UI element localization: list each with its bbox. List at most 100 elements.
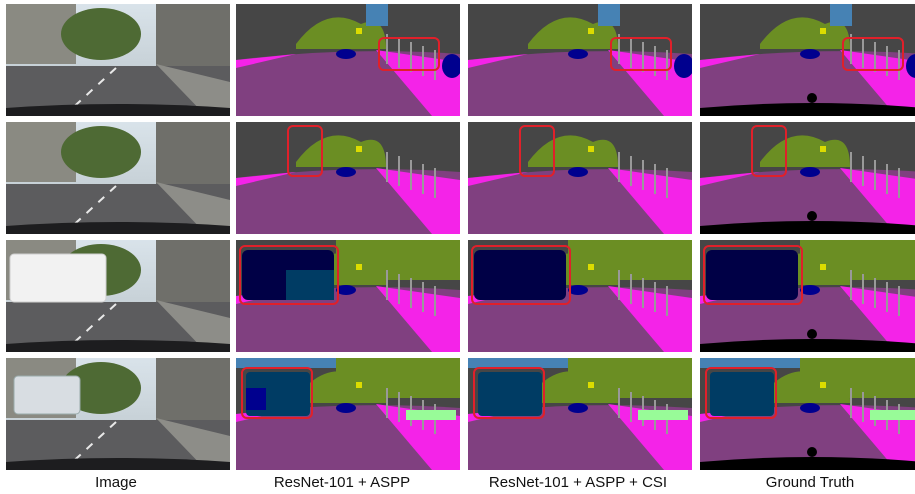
seg-sidewalk bbox=[376, 168, 460, 234]
seg-car bbox=[568, 167, 588, 177]
seg-pole bbox=[398, 38, 400, 68]
column-label-image: Image bbox=[95, 474, 137, 491]
photo-building-right bbox=[156, 358, 230, 420]
seg-vegetation-right bbox=[568, 358, 692, 398]
seg-void-emblem bbox=[807, 329, 817, 339]
seg-car bbox=[800, 49, 820, 59]
seg-void-hood bbox=[700, 103, 915, 116]
seg-pole bbox=[874, 160, 876, 190]
seg-pole bbox=[666, 168, 668, 198]
seg-sky-patch bbox=[366, 4, 388, 26]
highlight-box bbox=[705, 367, 777, 419]
photo-sidewalk bbox=[156, 182, 230, 234]
seg-pole bbox=[654, 282, 656, 312]
seg-vegetation-right bbox=[568, 240, 692, 280]
seg-pole bbox=[654, 164, 656, 194]
seg-pole bbox=[422, 46, 424, 76]
seg-pole bbox=[862, 38, 864, 68]
tile-aspp-csi-row-2 bbox=[468, 122, 692, 234]
seg-pole bbox=[630, 274, 632, 304]
segmentation-map bbox=[468, 122, 692, 234]
seg-pole bbox=[850, 152, 852, 182]
seg-pole bbox=[398, 156, 400, 186]
seg-sidewalk bbox=[608, 168, 692, 234]
photo-trees bbox=[61, 362, 141, 414]
seg-car bbox=[800, 403, 820, 413]
seg-sky-patch bbox=[598, 4, 620, 26]
photo-car-hood bbox=[6, 340, 230, 352]
seg-sidewalk-left bbox=[700, 54, 760, 68]
seg-car bbox=[568, 403, 588, 413]
seg-sidewalk-left bbox=[236, 54, 296, 68]
seg-bus bbox=[478, 372, 542, 416]
highlight-box bbox=[703, 245, 803, 305]
seg-sidewalk-left bbox=[236, 172, 296, 186]
seg-pole bbox=[850, 270, 852, 300]
seg-traffic-sign bbox=[820, 146, 826, 152]
seg-sidewalk bbox=[840, 404, 915, 470]
segmentation-map bbox=[468, 240, 692, 352]
seg-pole bbox=[618, 270, 620, 300]
photo-car-hood bbox=[6, 458, 230, 470]
photo-car-hood bbox=[6, 104, 230, 116]
seg-traffic-sign bbox=[356, 28, 362, 34]
seg-pole bbox=[630, 38, 632, 68]
photo-building-right bbox=[156, 122, 230, 184]
highlight-box bbox=[842, 37, 904, 71]
seg-vegetation-right bbox=[800, 358, 915, 398]
seg-pole bbox=[434, 168, 436, 198]
photo-truck bbox=[9, 253, 107, 303]
highlight-box bbox=[471, 245, 571, 305]
seg-vegetation bbox=[296, 135, 386, 167]
tile-ground-truth-row-3 bbox=[700, 240, 915, 352]
seg-truck bbox=[706, 250, 798, 300]
street-photo bbox=[6, 122, 230, 234]
photo-lane-marking bbox=[65, 67, 117, 115]
seg-pole bbox=[618, 388, 620, 418]
seg-traffic-sign bbox=[588, 264, 594, 270]
seg-sidewalk bbox=[376, 286, 460, 352]
segmentation-map bbox=[700, 358, 915, 470]
seg-truck bbox=[474, 250, 566, 300]
seg-pole bbox=[666, 286, 668, 316]
seg-car-right bbox=[442, 54, 460, 78]
seg-pole bbox=[434, 50, 436, 80]
seg-pole bbox=[886, 46, 888, 76]
street-photo bbox=[6, 358, 230, 470]
seg-sidewalk-left bbox=[468, 172, 528, 186]
seg-traffic-sign bbox=[356, 382, 362, 388]
seg-car bbox=[800, 285, 820, 295]
tile-aspp-row-1 bbox=[236, 4, 460, 116]
highlight-box bbox=[378, 37, 440, 71]
seg-sidewalk bbox=[840, 286, 915, 352]
seg-car bbox=[568, 285, 588, 295]
seg-pole bbox=[386, 152, 388, 182]
seg-pole bbox=[862, 156, 864, 186]
seg-vegetation bbox=[528, 17, 618, 49]
seg-pole bbox=[386, 34, 388, 64]
street-photo bbox=[6, 4, 230, 116]
seg-pole bbox=[874, 278, 876, 308]
street-photo bbox=[6, 240, 230, 352]
seg-vegetation-right bbox=[336, 358, 460, 398]
seg-pole bbox=[886, 282, 888, 312]
seg-terrain bbox=[406, 410, 456, 420]
tile-aspp-row-4 bbox=[236, 358, 460, 470]
seg-car-right bbox=[906, 54, 915, 78]
tile-aspp-csi-row-4 bbox=[468, 358, 692, 470]
photo-building-right bbox=[156, 240, 230, 302]
seg-sidewalk bbox=[840, 50, 915, 116]
seg-void-hood bbox=[700, 457, 915, 470]
seg-traffic-sign bbox=[820, 382, 826, 388]
segmentation-map bbox=[236, 4, 460, 116]
seg-sidewalk bbox=[608, 286, 692, 352]
seg-pole bbox=[862, 392, 864, 422]
seg-pole bbox=[410, 42, 412, 72]
seg-vegetation bbox=[296, 17, 386, 49]
photo-car-hood bbox=[6, 222, 230, 234]
seg-pole bbox=[654, 46, 656, 76]
highlight-box bbox=[239, 245, 339, 305]
tile-ground-truth-row-4 bbox=[700, 358, 915, 470]
column-label-ground-truth: Ground Truth bbox=[765, 474, 855, 491]
tile-aspp-row-3 bbox=[236, 240, 460, 352]
